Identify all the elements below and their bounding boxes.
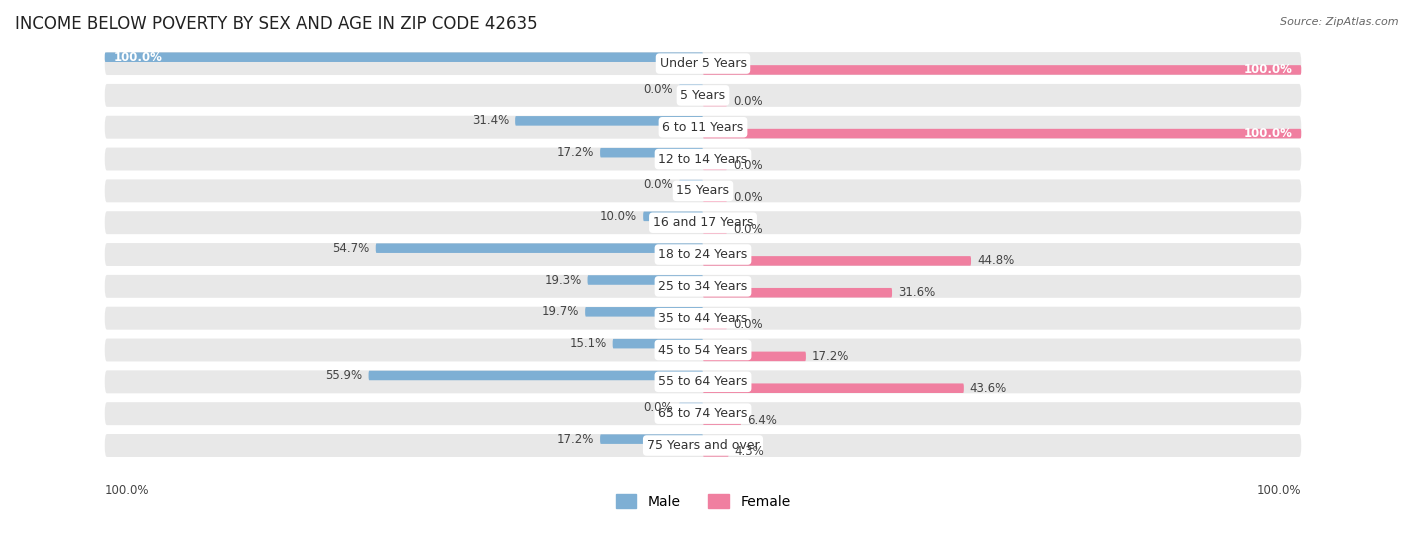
FancyBboxPatch shape — [104, 243, 1302, 266]
FancyBboxPatch shape — [679, 402, 703, 412]
Text: 55 to 64 Years: 55 to 64 Years — [658, 376, 748, 388]
FancyBboxPatch shape — [104, 148, 1302, 171]
FancyBboxPatch shape — [679, 84, 703, 94]
Text: 43.6%: 43.6% — [970, 382, 1007, 395]
Text: 100.0%: 100.0% — [1257, 484, 1302, 497]
Text: 4.3%: 4.3% — [735, 445, 765, 458]
Text: Under 5 Years: Under 5 Years — [659, 57, 747, 70]
Text: 12 to 14 Years: 12 to 14 Years — [658, 152, 748, 166]
Text: 44.8%: 44.8% — [977, 254, 1014, 267]
Text: 100.0%: 100.0% — [114, 51, 163, 64]
FancyBboxPatch shape — [703, 383, 965, 393]
FancyBboxPatch shape — [104, 180, 1302, 203]
FancyBboxPatch shape — [585, 307, 703, 316]
Text: 65 to 74 Years: 65 to 74 Years — [658, 407, 748, 420]
Text: 0.0%: 0.0% — [644, 178, 673, 191]
FancyBboxPatch shape — [703, 447, 728, 456]
Text: 0.0%: 0.0% — [733, 223, 762, 235]
FancyBboxPatch shape — [703, 415, 741, 425]
FancyBboxPatch shape — [703, 352, 806, 361]
FancyBboxPatch shape — [104, 84, 1302, 107]
FancyBboxPatch shape — [368, 371, 703, 380]
Text: 0.0%: 0.0% — [733, 318, 762, 331]
Text: 0.0%: 0.0% — [733, 95, 762, 108]
Text: 35 to 44 Years: 35 to 44 Years — [658, 312, 748, 325]
Text: 100.0%: 100.0% — [1243, 127, 1292, 140]
FancyBboxPatch shape — [104, 307, 1302, 330]
FancyBboxPatch shape — [104, 339, 1302, 362]
Text: 15 Years: 15 Years — [676, 184, 730, 198]
FancyBboxPatch shape — [104, 434, 1302, 457]
Text: 0.0%: 0.0% — [733, 159, 762, 172]
FancyBboxPatch shape — [104, 402, 1302, 425]
Text: 0.0%: 0.0% — [644, 401, 673, 414]
FancyBboxPatch shape — [104, 275, 1302, 298]
Text: 19.3%: 19.3% — [544, 273, 582, 286]
Text: 15.1%: 15.1% — [569, 337, 606, 350]
FancyBboxPatch shape — [515, 116, 703, 126]
FancyBboxPatch shape — [104, 52, 1302, 75]
Text: 31.4%: 31.4% — [472, 114, 509, 127]
Legend: Male, Female: Male, Female — [610, 488, 796, 514]
FancyBboxPatch shape — [679, 180, 703, 189]
FancyBboxPatch shape — [703, 161, 727, 170]
Text: 16 and 17 Years: 16 and 17 Years — [652, 216, 754, 229]
Text: 17.2%: 17.2% — [557, 146, 595, 159]
FancyBboxPatch shape — [104, 52, 703, 62]
Text: 0.0%: 0.0% — [733, 191, 762, 204]
Text: 18 to 24 Years: 18 to 24 Years — [658, 248, 748, 261]
FancyBboxPatch shape — [703, 320, 727, 329]
Text: INCOME BELOW POVERTY BY SEX AND AGE IN ZIP CODE 42635: INCOME BELOW POVERTY BY SEX AND AGE IN Z… — [15, 15, 537, 33]
Text: 6 to 11 Years: 6 to 11 Years — [662, 121, 744, 134]
FancyBboxPatch shape — [375, 243, 703, 253]
FancyBboxPatch shape — [703, 129, 1302, 138]
FancyBboxPatch shape — [104, 211, 1302, 234]
FancyBboxPatch shape — [104, 371, 1302, 393]
Text: 5 Years: 5 Years — [681, 89, 725, 102]
FancyBboxPatch shape — [588, 275, 703, 285]
Text: 75 Years and over: 75 Years and over — [647, 439, 759, 452]
FancyBboxPatch shape — [703, 193, 727, 202]
Text: 10.0%: 10.0% — [600, 210, 637, 223]
Text: 19.7%: 19.7% — [541, 305, 579, 318]
FancyBboxPatch shape — [703, 97, 727, 107]
Text: 100.0%: 100.0% — [1243, 64, 1292, 76]
FancyBboxPatch shape — [703, 288, 891, 297]
Text: Source: ZipAtlas.com: Source: ZipAtlas.com — [1281, 17, 1399, 27]
FancyBboxPatch shape — [104, 116, 1302, 139]
Text: 54.7%: 54.7% — [332, 242, 370, 254]
FancyBboxPatch shape — [703, 256, 972, 266]
Text: 31.6%: 31.6% — [898, 286, 935, 299]
FancyBboxPatch shape — [613, 339, 703, 348]
Text: 55.9%: 55.9% — [325, 369, 363, 382]
FancyBboxPatch shape — [643, 211, 703, 221]
FancyBboxPatch shape — [703, 65, 1302, 75]
Text: 100.0%: 100.0% — [104, 484, 149, 497]
Text: 25 to 34 Years: 25 to 34 Years — [658, 280, 748, 293]
FancyBboxPatch shape — [600, 434, 703, 444]
FancyBboxPatch shape — [703, 224, 727, 234]
Text: 0.0%: 0.0% — [644, 83, 673, 95]
FancyBboxPatch shape — [600, 148, 703, 157]
Text: 6.4%: 6.4% — [747, 413, 778, 426]
Text: 45 to 54 Years: 45 to 54 Years — [658, 344, 748, 357]
Text: 17.2%: 17.2% — [811, 350, 849, 363]
Text: 17.2%: 17.2% — [557, 432, 595, 446]
